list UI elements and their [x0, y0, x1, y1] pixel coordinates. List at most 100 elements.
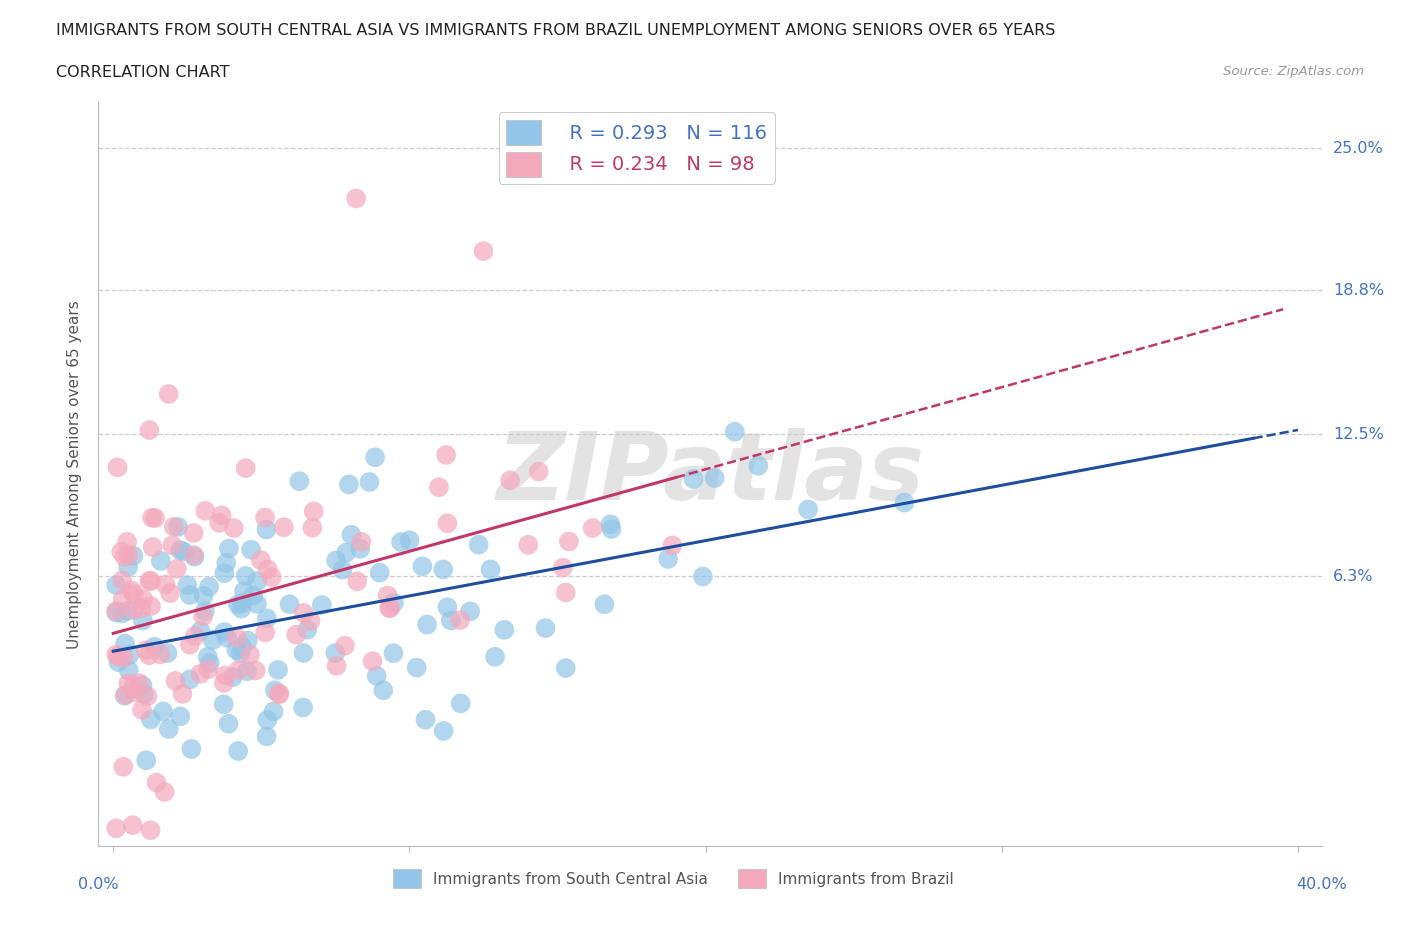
- Point: [111, 606, 134, 621]
- Point: [117, 560, 139, 575]
- Point: [377, 588, 399, 603]
- Point: [166, 562, 188, 577]
- Point: [115, 535, 138, 550]
- Point: [340, 527, 363, 542]
- Point: [231, 640, 253, 655]
- Point: [121, 817, 143, 832]
- Point: [246, 574, 269, 589]
- Point: [184, 629, 207, 644]
- Point: [111, 591, 134, 606]
- Point: [117, 676, 139, 691]
- Point: [157, 722, 180, 737]
- Point: [194, 604, 217, 618]
- Point: [231, 601, 253, 616]
- Point: [893, 495, 915, 510]
- Text: 40.0%: 40.0%: [1296, 877, 1347, 892]
- Point: [156, 645, 179, 660]
- Y-axis label: Unemployment Among Seniors over 65 years: Unemployment Among Seniors over 65 years: [67, 300, 83, 649]
- Point: [292, 605, 315, 620]
- Point: [724, 424, 747, 439]
- Point: [107, 655, 129, 670]
- Point: [201, 632, 224, 647]
- Point: [398, 533, 420, 548]
- Point: [139, 599, 162, 614]
- Point: [191, 609, 214, 624]
- Point: [703, 471, 725, 485]
- Point: [167, 520, 190, 535]
- Point: [517, 538, 540, 552]
- Point: [198, 656, 221, 671]
- Point: [301, 520, 323, 535]
- Point: [527, 464, 550, 479]
- Point: [323, 645, 346, 660]
- Point: [449, 613, 471, 628]
- Point: [131, 678, 153, 693]
- Point: [114, 636, 136, 651]
- Point: [212, 697, 235, 711]
- Point: [114, 687, 136, 702]
- Point: [143, 639, 166, 654]
- Point: [214, 625, 236, 640]
- Point: [242, 588, 264, 603]
- Point: [105, 647, 128, 662]
- Point: [494, 622, 516, 637]
- Point: [297, 622, 319, 637]
- Point: [139, 574, 162, 589]
- Point: [118, 548, 141, 563]
- Point: [179, 672, 201, 687]
- Point: [416, 618, 439, 632]
- Point: [176, 578, 198, 592]
- Point: [254, 522, 277, 537]
- Text: 0.0%: 0.0%: [79, 877, 118, 892]
- Point: [105, 578, 128, 592]
- Point: [190, 623, 212, 638]
- Point: [256, 729, 278, 744]
- Point: [269, 687, 291, 702]
- Point: [183, 550, 205, 565]
- Point: [333, 638, 356, 653]
- Point: [105, 821, 128, 836]
- Text: 18.8%: 18.8%: [1333, 283, 1384, 298]
- Point: [253, 510, 276, 525]
- Point: [169, 543, 191, 558]
- Point: [432, 724, 454, 738]
- Point: [132, 591, 155, 606]
- Point: [350, 535, 373, 550]
- Point: [139, 823, 162, 838]
- Point: [593, 597, 616, 612]
- Point: [131, 601, 153, 616]
- Point: [378, 601, 401, 616]
- Point: [169, 709, 191, 724]
- Point: [179, 588, 201, 603]
- Point: [225, 631, 247, 645]
- Point: [484, 649, 506, 664]
- Point: [172, 686, 194, 701]
- Point: [131, 702, 153, 717]
- Point: [138, 647, 160, 662]
- Text: CORRELATION CHART: CORRELATION CHART: [56, 65, 229, 80]
- Point: [215, 631, 238, 645]
- Text: 12.5%: 12.5%: [1333, 427, 1384, 442]
- Point: [162, 538, 184, 552]
- Point: [142, 539, 165, 554]
- Point: [118, 647, 141, 662]
- Point: [246, 596, 269, 611]
- Point: [378, 601, 401, 616]
- Point: [458, 604, 481, 618]
- Point: [499, 472, 522, 487]
- Point: [149, 647, 172, 662]
- Point: [236, 664, 259, 679]
- Point: [194, 503, 217, 518]
- Text: ZIPatlas: ZIPatlas: [496, 429, 924, 520]
- Point: [117, 604, 139, 618]
- Point: [214, 668, 236, 683]
- Point: [405, 660, 427, 675]
- Point: [554, 585, 576, 600]
- Point: [344, 191, 367, 206]
- Point: [432, 562, 454, 577]
- Point: [152, 704, 174, 719]
- Point: [747, 458, 769, 473]
- Point: [208, 515, 231, 530]
- Text: 6.3%: 6.3%: [1333, 568, 1374, 584]
- Point: [114, 688, 136, 703]
